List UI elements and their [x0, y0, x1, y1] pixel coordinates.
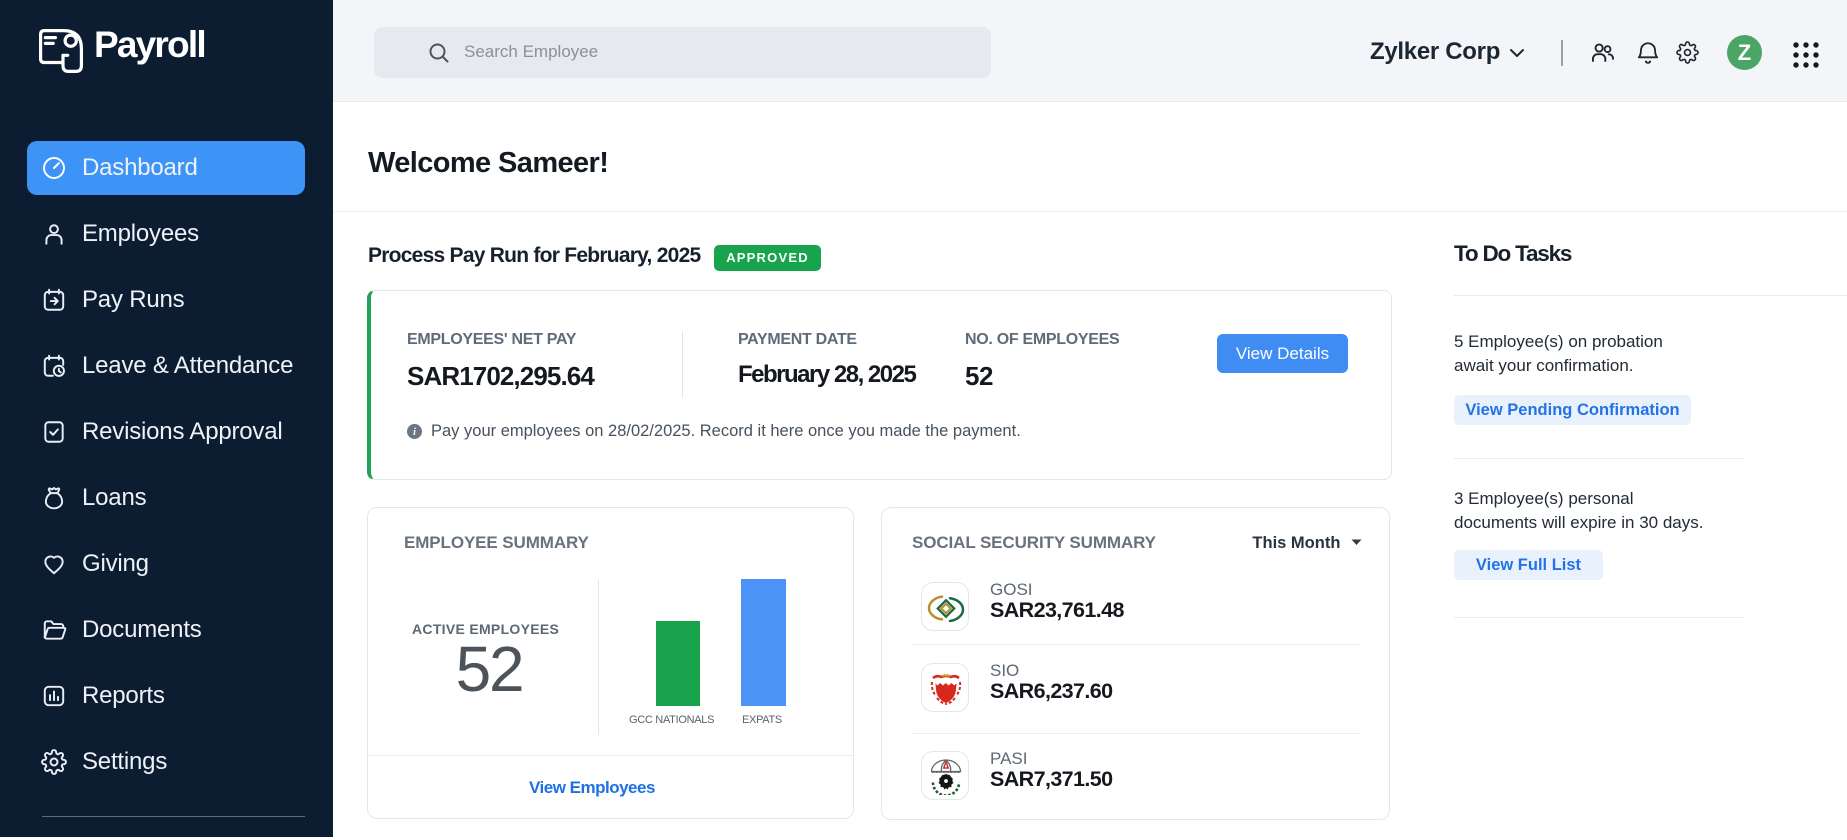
svg-text:i: i — [413, 427, 416, 438]
